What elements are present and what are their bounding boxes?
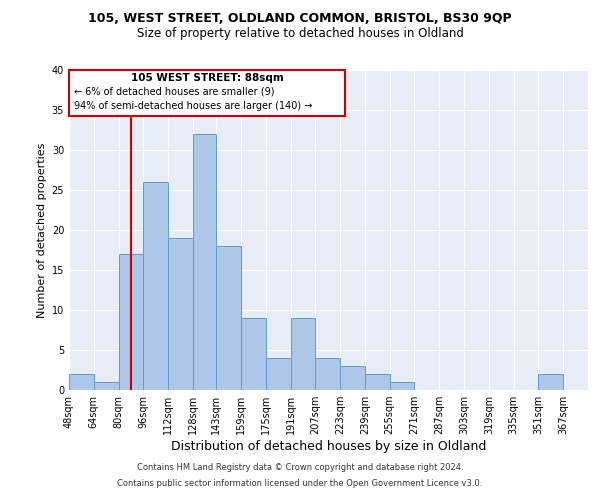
Bar: [389, 382, 415, 390]
Bar: [340, 366, 365, 390]
Bar: [216, 246, 241, 390]
Bar: [538, 374, 563, 390]
Text: Contains public sector information licensed under the Open Government Licence v3: Contains public sector information licen…: [118, 478, 482, 488]
Bar: [241, 318, 266, 390]
Text: ← 6% of detached houses are smaller (9): ← 6% of detached houses are smaller (9): [74, 87, 274, 97]
Bar: [94, 382, 119, 390]
Bar: [266, 358, 290, 390]
X-axis label: Distribution of detached houses by size in Oldland: Distribution of detached houses by size …: [171, 440, 486, 453]
Text: Size of property relative to detached houses in Oldland: Size of property relative to detached ho…: [137, 28, 463, 40]
Bar: [119, 254, 143, 390]
Bar: [69, 374, 94, 390]
Bar: [143, 182, 168, 390]
Text: 94% of semi-detached houses are larger (140) →: 94% of semi-detached houses are larger (…: [74, 101, 312, 111]
Bar: [193, 134, 216, 390]
Text: Contains HM Land Registry data © Crown copyright and database right 2024.: Contains HM Land Registry data © Crown c…: [137, 464, 463, 472]
FancyBboxPatch shape: [69, 70, 345, 116]
Text: 105 WEST STREET: 88sqm: 105 WEST STREET: 88sqm: [131, 73, 283, 83]
Bar: [290, 318, 316, 390]
Text: 105, WEST STREET, OLDLAND COMMON, BRISTOL, BS30 9QP: 105, WEST STREET, OLDLAND COMMON, BRISTO…: [88, 12, 512, 26]
Y-axis label: Number of detached properties: Number of detached properties: [37, 142, 47, 318]
Bar: [365, 374, 389, 390]
Bar: [316, 358, 340, 390]
Bar: [168, 238, 193, 390]
